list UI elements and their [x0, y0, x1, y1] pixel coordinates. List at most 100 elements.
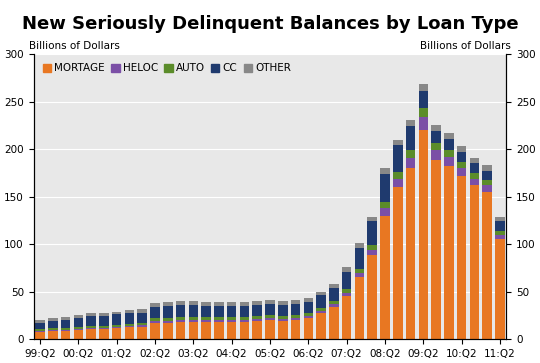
Bar	[48, 318, 58, 321]
Bar	[470, 185, 479, 339]
Bar	[188, 317, 198, 320]
Bar	[278, 321, 288, 339]
Bar	[214, 306, 224, 317]
Bar	[291, 320, 300, 339]
Bar	[265, 300, 275, 304]
Bar	[457, 146, 467, 152]
Bar	[99, 326, 109, 328]
Bar	[86, 314, 96, 316]
Bar	[303, 302, 313, 314]
Bar	[367, 245, 377, 250]
Bar	[201, 306, 211, 317]
Bar	[291, 300, 300, 304]
Bar	[418, 85, 428, 91]
Bar	[214, 322, 224, 339]
Bar	[86, 329, 96, 339]
Bar	[112, 311, 122, 314]
Bar	[252, 305, 262, 316]
Bar	[329, 301, 339, 304]
Bar	[482, 165, 492, 171]
Bar	[176, 317, 185, 320]
Bar	[418, 130, 428, 339]
Bar	[176, 320, 185, 322]
Bar	[188, 301, 198, 305]
Bar	[380, 168, 390, 174]
Bar	[342, 296, 352, 339]
Bar	[163, 321, 173, 323]
Bar	[240, 306, 249, 317]
Bar	[418, 117, 428, 130]
Text: Billions of Dollars: Billions of Dollars	[29, 41, 120, 51]
Bar	[393, 172, 402, 179]
Bar	[138, 323, 147, 325]
Bar	[125, 310, 134, 314]
Bar	[35, 331, 45, 339]
Bar	[227, 302, 237, 306]
Bar	[61, 317, 70, 320]
Bar	[431, 131, 441, 143]
Bar	[265, 304, 275, 315]
Bar	[35, 323, 45, 329]
Bar	[188, 320, 198, 322]
Bar	[252, 319, 262, 321]
Bar	[431, 125, 441, 131]
Bar	[278, 305, 288, 316]
Bar	[342, 267, 352, 272]
Text: Billions of Dollars: Billions of Dollars	[420, 41, 511, 51]
Bar	[201, 320, 211, 322]
Bar	[291, 318, 300, 320]
Bar	[73, 329, 83, 330]
Bar	[418, 108, 428, 117]
Bar	[291, 304, 300, 315]
Bar	[138, 313, 147, 323]
Bar	[150, 323, 160, 339]
Bar	[61, 331, 70, 339]
Bar	[73, 318, 83, 327]
Bar	[252, 301, 262, 305]
Bar	[265, 320, 275, 339]
Bar	[418, 91, 428, 108]
Bar	[342, 293, 352, 296]
Bar	[61, 330, 70, 331]
Bar	[227, 322, 237, 339]
Bar	[214, 320, 224, 322]
Bar	[73, 330, 83, 339]
Bar	[367, 217, 377, 221]
Bar	[367, 250, 377, 256]
Bar	[227, 317, 237, 320]
Bar	[35, 320, 45, 323]
Bar	[355, 248, 364, 269]
Bar	[73, 327, 83, 329]
Bar	[240, 322, 249, 339]
Bar	[482, 171, 492, 180]
Bar	[227, 320, 237, 322]
Bar	[406, 158, 415, 168]
Bar	[355, 243, 364, 248]
Bar	[48, 321, 58, 328]
Bar	[380, 174, 390, 202]
Bar	[393, 139, 402, 145]
Bar	[73, 315, 83, 318]
Bar	[495, 231, 505, 234]
Bar	[444, 166, 454, 339]
Bar	[150, 303, 160, 307]
Bar	[252, 321, 262, 339]
Bar	[150, 321, 160, 323]
Bar	[431, 150, 441, 160]
Bar	[406, 126, 415, 150]
Bar	[61, 328, 70, 330]
Bar	[61, 320, 70, 328]
Bar	[457, 152, 467, 162]
Bar	[329, 284, 339, 288]
Bar	[240, 317, 249, 320]
Bar	[163, 318, 173, 321]
Bar	[48, 331, 58, 339]
Bar	[406, 120, 415, 126]
Bar	[99, 329, 109, 339]
Bar	[227, 306, 237, 317]
Bar	[125, 324, 134, 326]
Bar	[457, 168, 467, 176]
Bar	[201, 302, 211, 306]
Bar	[303, 318, 313, 339]
Bar	[176, 322, 185, 339]
